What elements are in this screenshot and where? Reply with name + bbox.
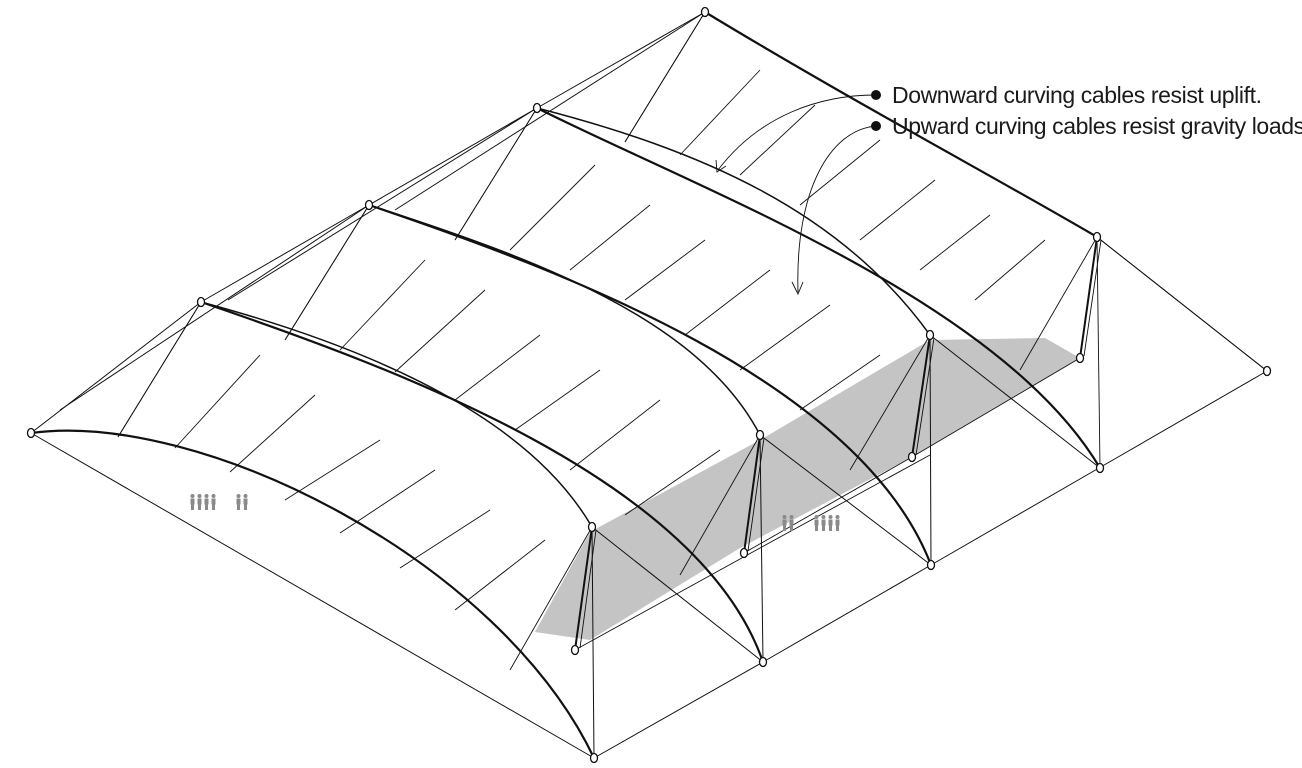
rear-guy-cables xyxy=(30,11,706,434)
masts xyxy=(574,236,1268,759)
guy-rear-1 xyxy=(536,11,706,109)
ground-inner-line-1 xyxy=(574,454,931,651)
front-edge-cable xyxy=(30,429,595,759)
ridge-cable-4 xyxy=(704,11,1098,238)
callout-downward: Downward curving cables resist uplift. xyxy=(715,82,1262,173)
valley-cable-3 xyxy=(368,204,761,436)
ground-shadows xyxy=(535,338,1080,640)
ridge-cable-1 xyxy=(200,300,765,663)
callout-leader-downward xyxy=(717,94,877,171)
callouts: Downward curving cables resist uplift. U… xyxy=(715,82,1302,296)
guy-rear-4 xyxy=(227,107,538,301)
ground-edge-left xyxy=(30,432,595,759)
people-group-left xyxy=(190,494,248,510)
callout-text-upward: Upward curving cables resist gravity loa… xyxy=(892,113,1302,139)
valley-cable-2 xyxy=(200,301,593,528)
callout-upward: Upward curving cables resist gravity loa… xyxy=(791,113,1302,296)
shadow-front xyxy=(535,338,1080,640)
people-group-right xyxy=(782,515,840,531)
roof-membrane xyxy=(30,11,1101,759)
guy-rear-3 xyxy=(368,107,538,206)
callout-leader-upward xyxy=(797,125,877,293)
mast-4 xyxy=(1079,236,1098,359)
arrowhead-upward xyxy=(791,281,804,296)
mast-2 xyxy=(743,434,761,554)
guy-rear-7 xyxy=(30,301,202,434)
bay4-edge-right xyxy=(1096,236,1101,469)
valley-cable-4 xyxy=(536,107,931,336)
scale-figures xyxy=(190,494,840,531)
membrane-seams xyxy=(117,11,1098,671)
mast-1 xyxy=(574,526,593,651)
mast-3 xyxy=(911,334,931,458)
arrowhead-downward xyxy=(715,159,727,173)
guy-rear-5 xyxy=(200,204,370,303)
callout-text-downward: Downward curving cables resist uplift. xyxy=(892,82,1262,108)
ridge-cable-3 xyxy=(536,107,1101,469)
ridge-cable-2 xyxy=(368,203,933,566)
anchor-nodes xyxy=(26,6,1272,764)
